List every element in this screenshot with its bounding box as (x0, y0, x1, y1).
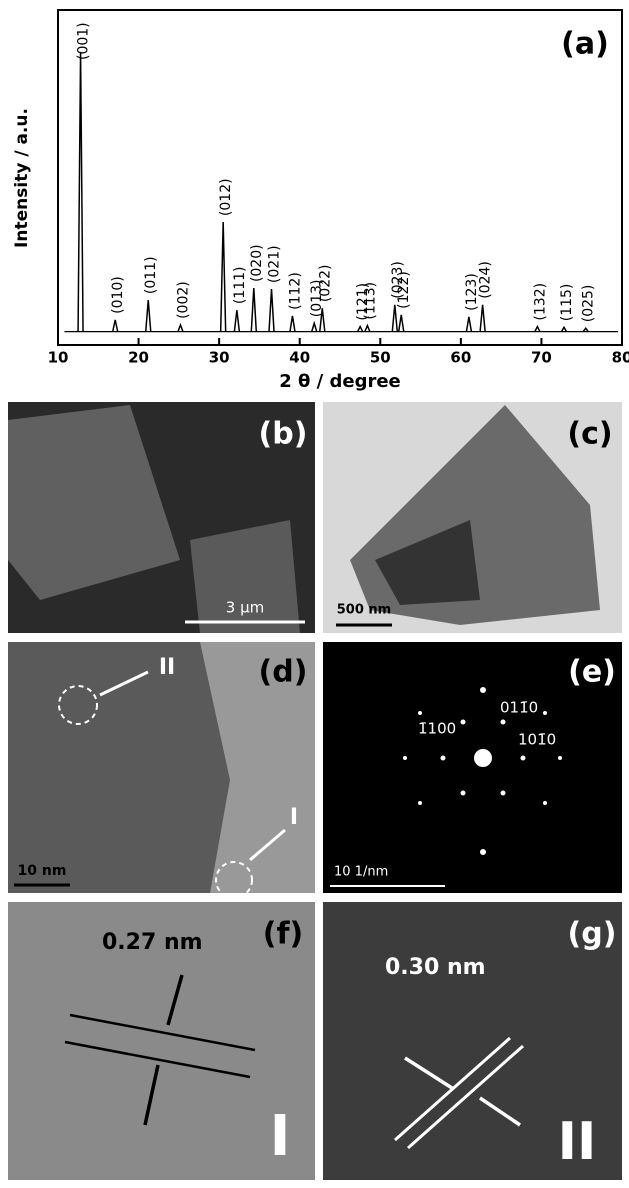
peak (77, 51, 84, 332)
lattice-line (69, 1013, 256, 1052)
peak (560, 325, 568, 332)
x-axis-label: 2 θ / degree (279, 371, 401, 392)
x-tick-label: 40 (289, 349, 310, 367)
flake (8, 405, 180, 600)
region-label: I (270, 1104, 291, 1169)
lattice-line (407, 1044, 524, 1150)
y-axis-label: Intensity / a.u. (12, 108, 32, 248)
arrow (249, 828, 286, 862)
region-label: II (558, 1112, 597, 1172)
region-label: II (159, 655, 175, 680)
peak-label: (121) (355, 283, 371, 321)
arrow (166, 974, 184, 1026)
region-marker (58, 685, 98, 725)
peak-label: (012) (218, 178, 234, 216)
peak (356, 324, 364, 332)
spacing-label: 0.27 nm (102, 930, 203, 955)
peak (289, 315, 296, 332)
peak-label: (113) (362, 282, 378, 320)
index-label: 1̄100 (418, 720, 456, 738)
arrow (404, 1056, 453, 1090)
scale-label: 3 μm (226, 599, 264, 617)
peak (219, 222, 227, 332)
panel-label: (b) (259, 417, 308, 452)
lattice-line (64, 1040, 251, 1079)
region-marker (215, 861, 253, 899)
x-tick-label: 20 (128, 349, 149, 367)
peak-label: (021) (267, 245, 283, 283)
peak (364, 323, 371, 332)
scale-label: 10 nm (18, 863, 67, 879)
peak (177, 322, 184, 332)
peak (465, 316, 473, 332)
peak (144, 300, 152, 332)
x-tick-label: 70 (531, 349, 552, 367)
peak-label: (002) (175, 281, 191, 319)
peak-label: (022) (317, 264, 333, 302)
lattice-line (394, 1036, 511, 1142)
x-tick-label: 30 (209, 349, 230, 367)
panel-label: (c) (567, 417, 612, 452)
peak-label: (001) (76, 22, 92, 60)
arrow (99, 670, 149, 697)
panel-label: (d) (259, 655, 308, 690)
plot-frame (57, 9, 623, 346)
peak-label: (013) (309, 280, 325, 318)
flake (375, 520, 480, 605)
index-label: 101̄0 (518, 731, 556, 749)
arrow (479, 1096, 521, 1127)
peak (534, 324, 541, 332)
saed-image (323, 642, 622, 893)
lattice-image (323, 902, 622, 1180)
lattice-image (8, 902, 315, 1180)
peak-label: (023) (390, 261, 406, 299)
arrow (143, 1064, 160, 1126)
peak-label: (111) (232, 267, 248, 305)
peak (310, 320, 318, 332)
peak-label: (011) (143, 256, 159, 294)
peak-label: (132) (532, 283, 548, 321)
peak (479, 304, 486, 332)
peak (268, 289, 275, 332)
scale-label: 500 nm (337, 603, 391, 618)
peak-label: (122) (396, 271, 412, 309)
scale-label: 10 1/nm (334, 865, 388, 880)
peak (250, 288, 258, 332)
peak-label: (123) (464, 273, 480, 311)
x-tick-label: 60 (450, 349, 471, 367)
peak (397, 314, 405, 332)
peak (111, 319, 119, 332)
region (200, 642, 315, 893)
diffraction-spots (403, 687, 562, 855)
peak-label: (112) (287, 272, 303, 310)
peak-label: (010) (110, 276, 126, 314)
peak (233, 310, 241, 332)
panel-label: (e) (568, 655, 616, 690)
panel-label: (f) (263, 917, 303, 952)
flake (190, 520, 300, 633)
panel-label: (a) (561, 27, 609, 62)
x-tick-label: 80 (612, 349, 629, 367)
peak-label: (115) (559, 284, 575, 322)
peak (319, 308, 326, 332)
index-label: 011̄0 (500, 699, 538, 717)
plot: 10 20 30 40 50 60 70 80 (001) (010) (011) (002) (012… (48, 22, 629, 366)
peak-label: (025) (581, 285, 597, 323)
spacing-label: 0.30 nm (385, 955, 486, 980)
x-tick-label: 50 (370, 349, 391, 367)
peak (582, 326, 589, 333)
region-label: I (290, 805, 298, 830)
peak-label: (024) (478, 261, 494, 299)
peak (391, 304, 399, 332)
panel-label: (g) (568, 917, 617, 952)
peak-label: (020) (249, 244, 265, 282)
x-tick-label: 10 (48, 349, 69, 367)
